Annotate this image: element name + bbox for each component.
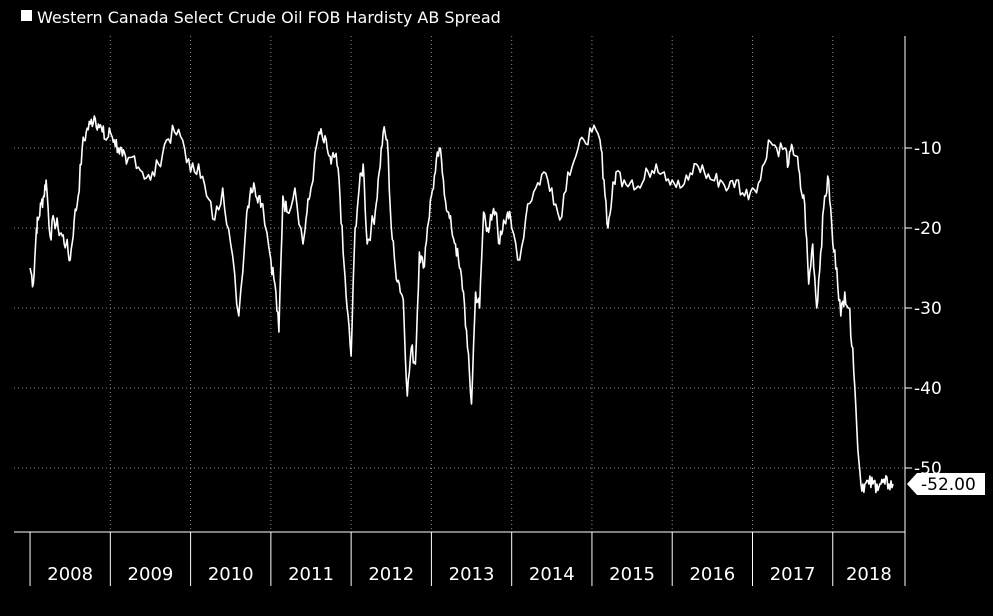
x-category-label: 2008 <box>47 564 93 585</box>
x-category-label: 2011 <box>288 564 334 585</box>
last-value-box <box>907 473 985 495</box>
x-category-label: 2010 <box>208 564 254 585</box>
series-line <box>29 115 894 494</box>
x-category-label: 2018 <box>846 564 892 585</box>
x-axis-categories: 2008 2009 2010 2011 2012 2013 2014 2015 2016 2017… <box>29 532 906 586</box>
x-category-label: 2014 <box>529 564 575 585</box>
y-tick-label: -20 <box>914 219 942 239</box>
x-category-label: 2015 <box>609 564 655 585</box>
y-tick-label: -30 <box>914 299 942 319</box>
legend-swatch <box>21 10 32 21</box>
y-axis-ticks: -10-20-30-40-50 <box>905 139 942 479</box>
x-category-label: 2013 <box>449 564 495 585</box>
x-category-label: 2017 <box>770 564 816 585</box>
x-category-label: 2016 <box>689 564 735 585</box>
y-tick-label: -10 <box>914 139 942 159</box>
last-value-label: -52.00 <box>921 475 976 495</box>
gridlines <box>14 36 905 532</box>
legend-label: Western Canada Select Crude Oil FOB Hard… <box>37 8 501 27</box>
y-tick-label: -40 <box>914 379 942 399</box>
x-category-label: 2012 <box>368 564 414 585</box>
x-category-label: 2009 <box>128 564 174 585</box>
last-value-callout: -52.00 <box>907 473 985 495</box>
